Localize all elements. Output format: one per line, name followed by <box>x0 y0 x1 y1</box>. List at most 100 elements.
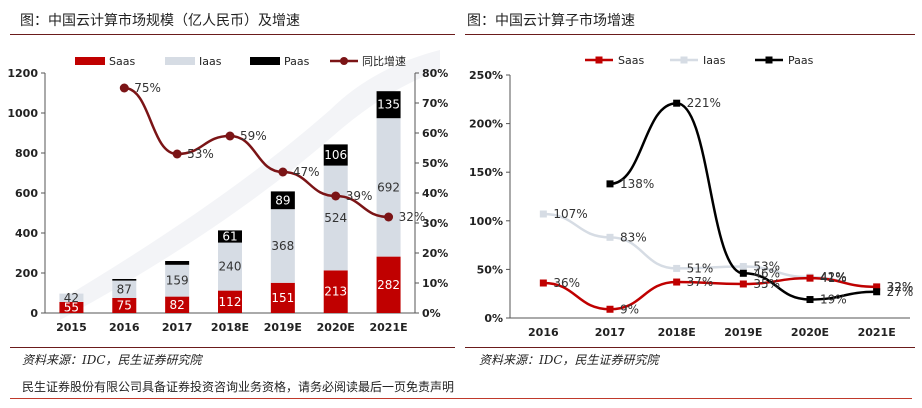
bar-saas <box>323 270 348 313</box>
y-tick-label: 1200 <box>7 67 38 80</box>
y-tick-label: 150% <box>469 166 503 179</box>
bar-value-label: 55 <box>64 301 79 315</box>
bar-saas <box>218 290 242 313</box>
disclaimer-text: 民生证券股份有限公司具备证券投资咨询业务资格，请务必阅读最后一页免责声明 <box>22 380 455 394</box>
value-label-saas: 35% <box>753 277 780 291</box>
left-source-divider <box>10 347 455 348</box>
value-label-saas: 37% <box>687 275 714 289</box>
value-label-iaas: 42% <box>820 270 847 284</box>
legend-swatch-saas <box>75 57 105 65</box>
right-chart-title: 图：中国云计算子市场增速 <box>467 13 635 29</box>
bar-value-label: 368 <box>271 239 294 253</box>
growth-label: 32% <box>399 210 426 224</box>
y2-tick-label: 50% <box>422 157 448 170</box>
point-paas <box>806 296 814 304</box>
value-label-iaas: 51% <box>687 261 714 275</box>
y-tick-label: 200 <box>15 267 38 280</box>
value-label-saas: 36% <box>553 276 580 290</box>
x-tick-label: 2021E <box>370 321 408 334</box>
y-tick-label: 1000 <box>7 107 38 120</box>
bar-saas <box>59 302 84 313</box>
bar-value-label: 151 <box>271 291 294 305</box>
submarket-growth-chart-panel: 图：中国云计算子市场增速 0% 50% 100% 150% 200% 250% 2016 20… <box>465 0 922 380</box>
y-tick-label: 800 <box>15 147 38 160</box>
bar-paas <box>218 230 242 243</box>
disclaimer-divider <box>10 398 912 399</box>
growth-label: 75% <box>134 81 161 95</box>
x-tick-label: 2017 <box>595 326 626 339</box>
bar-value-label: 89 <box>275 193 290 207</box>
right-title-divider <box>465 34 915 35</box>
x-tick-label: 2016 <box>528 326 559 339</box>
bar-value-label: 112 <box>219 295 242 309</box>
value-label-iaas: 32% <box>887 280 914 294</box>
legend-swatch-paas <box>250 57 280 65</box>
right-source-divider <box>465 347 915 348</box>
legend-label: Iaas <box>199 55 222 68</box>
x-tick-label: 2019E <box>264 321 302 334</box>
market-size-chart-panel: 图：中国云计算市场规模（亿人民币）及增速 0 200 400 600 800 1000 12… <box>0 0 460 380</box>
y2-tick-label: 80% <box>422 67 448 80</box>
submarket-growth-chart: 0% 50% 100% 150% 200% 250% 2016 2017 2018E 2019E 2… <box>469 54 914 339</box>
bar-saas <box>270 282 295 313</box>
point-saas <box>739 280 747 288</box>
legend-label: Paas <box>284 55 310 68</box>
bar-paas <box>112 279 137 281</box>
y-tick-label: 600 <box>15 187 38 200</box>
left-chart-source: 资料来源：IDC，民生证券研究院 <box>22 353 202 367</box>
growth-point <box>172 149 182 159</box>
value-label-iaas: 107% <box>553 207 587 221</box>
legend-label: Saas <box>109 55 135 68</box>
growth-label: 53% <box>187 147 214 161</box>
legend-label: 同比增速 <box>362 54 406 68</box>
y2-tick-label: 40% <box>422 187 448 200</box>
y-tick-label: 100% <box>469 215 503 228</box>
legend-marker-saas <box>595 56 603 64</box>
y-tick-label: 400 <box>15 227 38 240</box>
bar-value-label: 106 <box>324 148 347 162</box>
point-iaas <box>739 262 747 270</box>
bar-value-label: 159 <box>166 274 189 288</box>
x-tick-label: 2015 <box>56 321 87 334</box>
value-label-iaas: 53% <box>753 259 780 273</box>
growth-point <box>278 167 288 177</box>
y-tick-label: 0 <box>30 307 38 320</box>
x-tick-label: 2020E <box>791 326 829 339</box>
bar-value-label: 75 <box>117 299 132 313</box>
growth-label: 47% <box>293 165 320 179</box>
point-saas <box>806 274 814 282</box>
bar-value-label: 524 <box>324 211 347 225</box>
line-paas <box>609 101 877 301</box>
x-tick-label: 2017 <box>162 321 193 334</box>
bar-paas <box>270 191 295 210</box>
y2-tick-label: 60% <box>422 127 448 140</box>
bar-iaas <box>323 165 348 271</box>
point-saas <box>539 279 547 287</box>
point-iaas <box>539 210 547 218</box>
growth-point <box>331 191 341 201</box>
bar-value-label: 42 <box>64 291 79 305</box>
x-tick-label: 2019E <box>724 326 762 339</box>
y2-tick-label: 20% <box>422 247 448 260</box>
legend-marker-growth <box>340 57 348 65</box>
legend-swatch-iaas <box>165 57 195 65</box>
bar-value-label: 82 <box>170 298 185 312</box>
bar-saas <box>165 296 190 313</box>
value-label-iaas: 83% <box>620 230 647 244</box>
point-paas <box>673 99 681 107</box>
legend-label: Paas <box>788 54 814 67</box>
bar-iaas <box>376 118 401 257</box>
bar-iaas <box>165 264 190 297</box>
x-tick-label: 2018E <box>211 321 249 334</box>
x-tick-label: 2016 <box>109 321 140 334</box>
legend-label: Saas <box>618 54 644 67</box>
legend-marker-paas <box>765 56 773 64</box>
bar-value-label: 240 <box>219 260 242 274</box>
point-paas <box>873 288 881 296</box>
background-decoration <box>60 50 440 320</box>
legend-label: Iaas <box>703 54 726 67</box>
point-saas <box>873 283 881 291</box>
bar-value-label: 282 <box>377 278 400 292</box>
legend-marker-iaas <box>680 56 688 64</box>
bar-value-label: 135 <box>377 98 400 112</box>
